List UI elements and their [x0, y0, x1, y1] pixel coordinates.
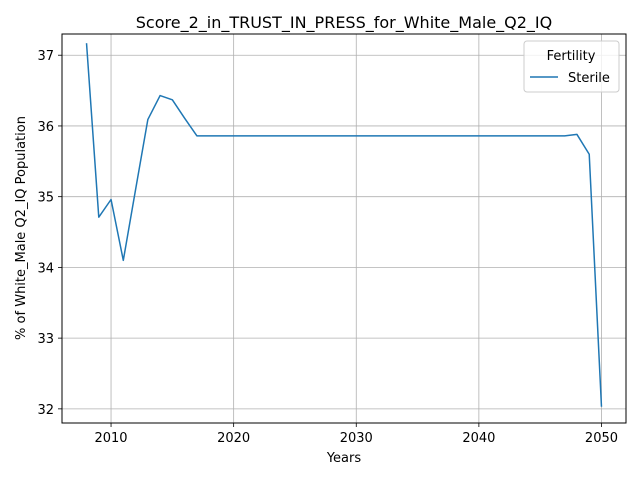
legend: Fertility Sterile [523, 40, 620, 93]
y-tick-label: 36 [37, 120, 54, 135]
y-axis-label: % of White_Male Q2_IQ Population [14, 116, 29, 340]
y-tick-label: 34 [37, 261, 54, 276]
y-axis-ticks: 32 33 34 35 36 37 [37, 49, 62, 418]
series-layer [85, 43, 603, 407]
x-tick-label: 2020 [217, 431, 250, 446]
x-axis-ticks: 2010 2020 2030 2040 2050 [94, 423, 618, 446]
series-line-sterile [85, 43, 603, 407]
y-tick-label: 37 [37, 49, 54, 64]
y-tick-label: 35 [37, 191, 54, 206]
x-tick-label: 2030 [340, 431, 373, 446]
chart-title: Score_2_in_TRUST_IN_PRESS_for_White_Male… [136, 13, 553, 33]
x-tick-label: 2040 [462, 431, 495, 446]
x-tick-label: 2010 [94, 431, 127, 446]
legend-title: Fertility [547, 49, 596, 64]
y-tick-label: 33 [37, 332, 54, 347]
legend-label-sterile: Sterile [568, 71, 610, 86]
plot-frame [61, 33, 627, 424]
x-tick-label: 2050 [585, 431, 618, 446]
x-axis-label: Years [326, 451, 362, 466]
y-tick-label: 32 [37, 403, 54, 418]
legend-box [523, 40, 620, 93]
